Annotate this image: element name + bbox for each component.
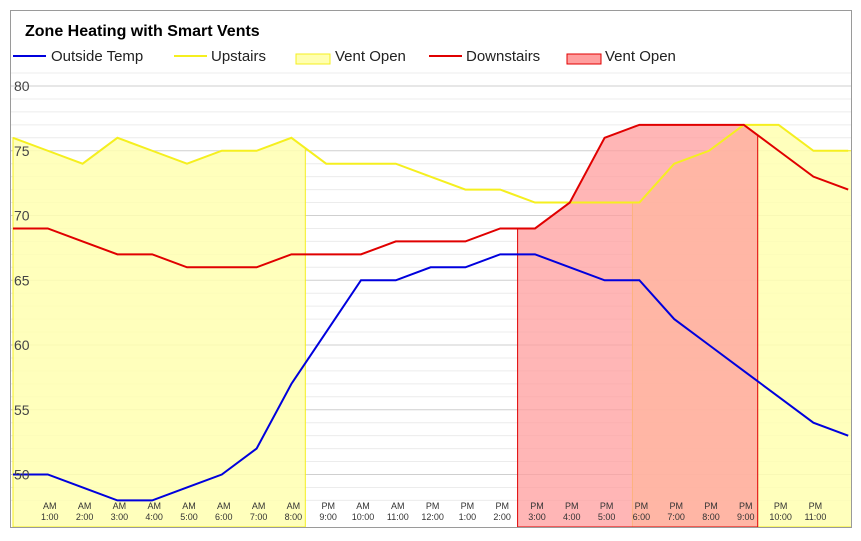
x-tick-6: AM6:00	[215, 501, 233, 522]
legend-label-outside-temp: Outside Temp	[51, 48, 143, 65]
x-tick-time: 5:00	[598, 512, 616, 522]
x-tick-5: AM5:00	[180, 501, 198, 522]
x-tick-time: 11:00	[387, 512, 409, 522]
x-tick-19: PM7:00	[667, 501, 685, 522]
x-tick-ampm: AM	[252, 501, 266, 511]
vent-area-upstairs-0	[12, 137, 306, 527]
x-tick-time: 7:00	[250, 512, 268, 522]
y-tick-80: 80	[14, 78, 30, 94]
x-tick-2: AM2:00	[76, 501, 94, 522]
vent-areas	[12, 124, 851, 527]
x-tick-15: PM3:00	[528, 501, 546, 522]
x-tick-ampm: AM	[217, 501, 231, 511]
x-tick-ampm: PM	[809, 501, 823, 511]
x-tick-time: 6:00	[215, 512, 233, 522]
x-tick-ampm: PM	[530, 501, 544, 511]
x-tick-time: 5:00	[180, 512, 198, 522]
x-tick-time: 3:00	[111, 512, 129, 522]
x-tick-20: PM8:00	[702, 501, 720, 522]
vent-area-downstairs-0	[517, 124, 759, 527]
x-tick-time: 9:00	[737, 512, 755, 522]
chart-title: Zone Heating with Smart Vents	[25, 23, 260, 40]
x-tick-ampm: AM	[147, 501, 161, 511]
x-tick-16: PM4:00	[563, 501, 581, 522]
x-tick-ampm: PM	[461, 501, 475, 511]
x-tick-time: 8:00	[702, 512, 720, 522]
y-tick-60: 60	[14, 337, 30, 353]
x-tick-ampm: PM	[704, 501, 718, 511]
x-tick-time: 4:00	[563, 512, 581, 522]
x-tick-ampm: PM	[669, 501, 683, 511]
x-axis-ticks: AM1:00AM2:00AM3:00AM4:00AM5:00AM6:00AM7:…	[41, 501, 826, 522]
x-tick-17: PM5:00	[598, 501, 616, 522]
x-tick-time: 12:00	[421, 512, 444, 522]
x-tick-ampm: PM	[635, 501, 649, 511]
x-tick-4: AM4:00	[145, 501, 163, 522]
x-tick-time: 4:00	[145, 512, 163, 522]
legend-swatch-upstairs-vent	[295, 53, 331, 65]
y-tick-75: 75	[14, 143, 30, 159]
x-tick-time: 6:00	[633, 512, 651, 522]
x-tick-ampm: AM	[78, 501, 92, 511]
legend-label-downstairs-vent: Vent Open	[605, 48, 676, 65]
x-tick-time: 1:00	[41, 512, 59, 522]
series-line-downstairs	[13, 123, 849, 269]
x-tick-13: PM1:00	[459, 501, 477, 522]
x-tick-ampm: PM	[565, 501, 579, 511]
chart-frame: Zone Heating with Smart Vents Outside Te…	[10, 10, 852, 528]
y-tick-65: 65	[14, 272, 30, 288]
series-line-outside-temp	[13, 253, 849, 502]
legend-label-upstairs-vent: Vent Open	[335, 48, 406, 65]
y-axis-ticks: 50 55 60 65 70 75 80	[14, 78, 30, 483]
x-tick-9: PM9:00	[319, 501, 337, 522]
x-tick-3: AM3:00	[111, 501, 129, 522]
x-tick-time: 11:00	[804, 512, 826, 522]
x-tick-ampm: PM	[495, 501, 509, 511]
x-tick-ampm: AM	[113, 501, 127, 511]
y-tick-55: 55	[14, 402, 30, 418]
x-tick-time: 3:00	[528, 512, 546, 522]
x-tick-21: PM9:00	[737, 501, 755, 522]
x-tick-time: 10:00	[769, 512, 792, 522]
y-tick-50: 50	[14, 467, 30, 483]
x-tick-ampm: PM	[739, 501, 753, 511]
x-tick-time: 10:00	[352, 512, 375, 522]
series-line-upstairs	[12, 123, 849, 204]
x-tick-time: 9:00	[319, 512, 337, 522]
x-tick-ampm: PM	[774, 501, 788, 511]
x-tick-time: 1:00	[459, 512, 477, 522]
x-tick-ampm: AM	[356, 501, 370, 511]
legend-swatch-downstairs-vent	[566, 53, 602, 65]
x-tick-ampm: AM	[391, 501, 405, 511]
x-tick-ampm: AM	[182, 501, 196, 511]
chart-svg: Zone Heating with Smart Vents Outside Te…	[11, 23, 851, 527]
series-lines	[12, 123, 849, 502]
legend: Outside Temp Upstairs Vent Open Downstai…	[13, 48, 676, 65]
legend-label-upstairs: Upstairs	[211, 48, 266, 65]
y-tick-70: 70	[14, 208, 30, 224]
x-tick-18: PM6:00	[633, 501, 651, 522]
x-tick-14: PM2:00	[493, 501, 511, 522]
x-tick-1: AM1:00	[41, 501, 59, 522]
x-tick-time: 2:00	[493, 512, 511, 522]
x-tick-ampm: PM	[426, 501, 440, 511]
legend-label-downstairs: Downstairs	[466, 48, 540, 65]
x-tick-ampm: AM	[287, 501, 301, 511]
x-tick-7: AM7:00	[250, 501, 268, 522]
x-tick-ampm: PM	[321, 501, 335, 511]
x-tick-time: 2:00	[76, 512, 94, 522]
x-tick-8: AM8:00	[285, 501, 303, 522]
x-tick-time: 7:00	[667, 512, 685, 522]
x-tick-ampm: AM	[43, 501, 57, 511]
x-tick-ampm: PM	[600, 501, 614, 511]
x-tick-time: 8:00	[285, 512, 303, 522]
